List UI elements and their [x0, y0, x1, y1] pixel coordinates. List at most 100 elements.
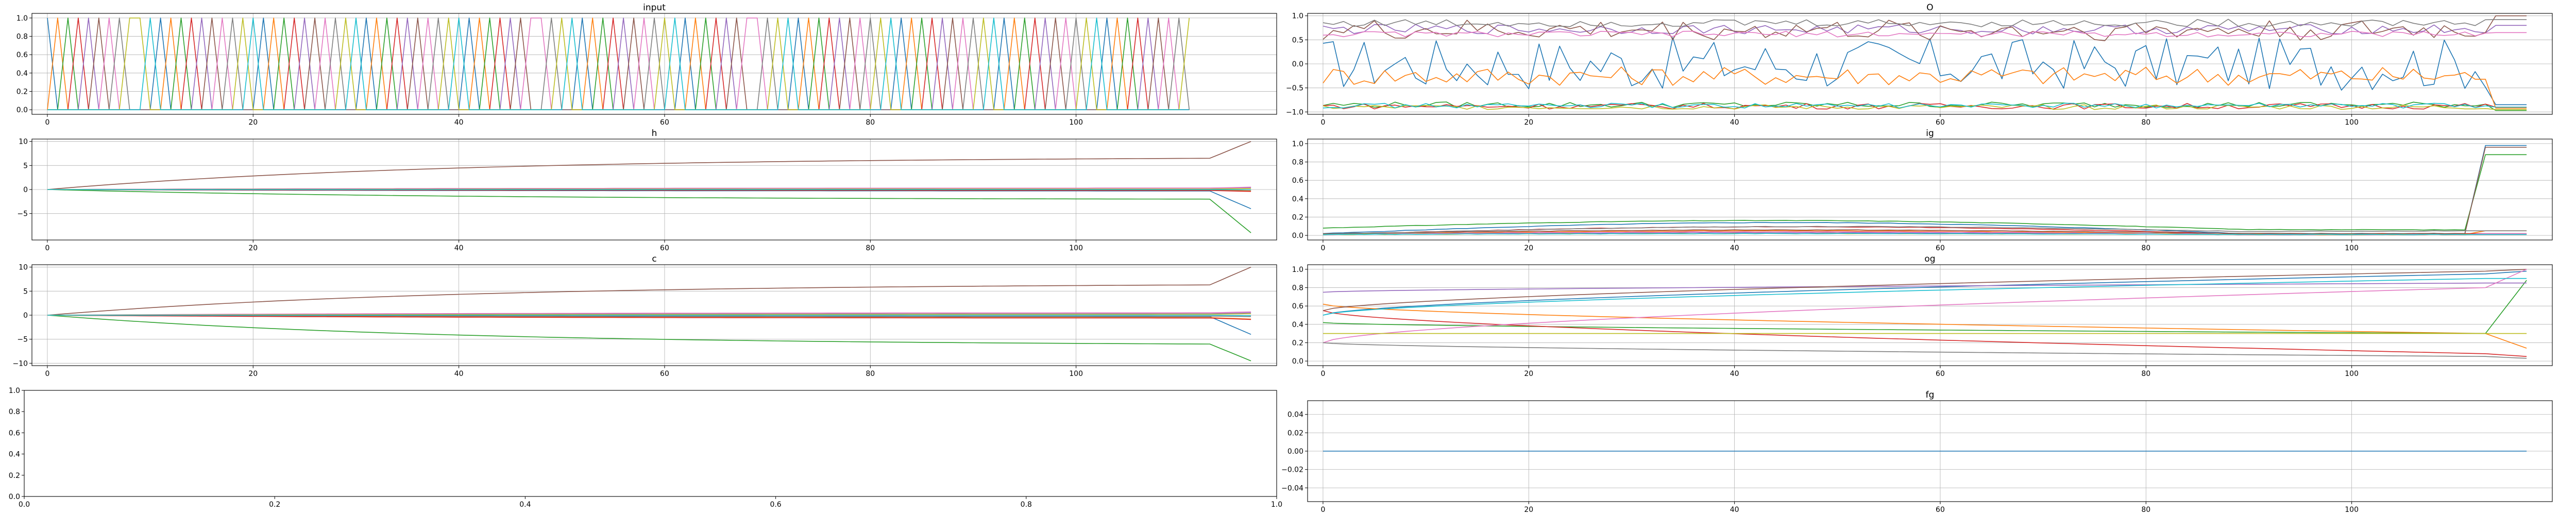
empty-axes-frame — [24, 390, 1277, 497]
h-series-6 — [47, 186, 1251, 190]
c-series-6 — [47, 311, 1251, 316]
fg-ytick-label-0: −0.04 — [1281, 484, 1303, 492]
h-series-2 — [47, 189, 1251, 233]
o-xtick-label-0: 0 — [1320, 118, 1325, 127]
empty-xtick-label-3: 0.6 — [770, 501, 781, 509]
ig-series-9 — [1323, 233, 2527, 235]
input-title: input — [643, 3, 666, 13]
chart-panel-o: 0 20 40 60 80 100 −1.0 −0.5 0.0 0.5 1.0 O — [1286, 3, 2553, 127]
o-ytick-label-1: −0.5 — [1286, 84, 1303, 93]
ig-xtick-label-1: 20 — [1524, 244, 1533, 252]
c-ytick-label-4: 10 — [19, 264, 28, 272]
og-series-7 — [1323, 342, 2527, 359]
chart-panel-h: 0 20 40 60 80 100 −5 0 5 10 h — [17, 128, 1277, 252]
h-xtick-label-0: 0 — [45, 244, 49, 252]
input-ytick-label-3: 0.6 — [16, 51, 28, 59]
o-xtick-label-4: 80 — [2141, 118, 2150, 127]
ig-ytick-label-1: 0.2 — [1292, 213, 1303, 221]
chart-panel-c: 0 20 40 60 80 100 −10 −5 0 5 10 c — [12, 254, 1277, 378]
empty-xtick-label-1: 0.2 — [269, 501, 280, 509]
fg-xtick-label-4: 80 — [2141, 506, 2150, 514]
chart-panel-og: 0 20 40 60 80 100 0.0 0.2 0.4 0.6 0.8 1.0 og — [1292, 254, 2553, 378]
og-ytick-label-1: 0.2 — [1292, 339, 1303, 347]
o-ytick-label-4: 1.0 — [1292, 12, 1303, 21]
input-xtick-label-0: 0 — [45, 118, 49, 127]
o-series-8 — [1323, 104, 2527, 110]
fg-ytick-label-4: 0.04 — [1287, 411, 1303, 419]
h-xtick-label-3: 60 — [660, 244, 669, 252]
input-ytick-label-0: 0.0 — [16, 106, 28, 114]
ig-xtick-label-4: 80 — [2141, 244, 2150, 252]
ig-ytick-label-4: 0.8 — [1292, 159, 1303, 167]
input-ytick-label-5: 1.0 — [16, 14, 28, 23]
h-ytick-label-0: −5 — [17, 210, 28, 218]
input-xtick-label-4: 80 — [866, 118, 875, 127]
og-series-5 — [1323, 269, 2527, 311]
og-xtick-label-0: 0 — [1320, 370, 1325, 378]
h-ytick-label-2: 5 — [23, 162, 28, 170]
ig-ytick-label-0: 0.0 — [1292, 232, 1303, 240]
input-ytick-label-1: 0.2 — [16, 88, 28, 96]
og-ytick-label-4: 0.8 — [1292, 284, 1303, 293]
ig-ytick-label-5: 1.0 — [1292, 140, 1303, 148]
o-series-5 — [1323, 15, 2527, 41]
og-ytick-label-5: 1.0 — [1292, 266, 1303, 274]
og-title: og — [1924, 254, 1935, 264]
c-ytick-label-2: 0 — [23, 312, 28, 320]
fg-xtick-label-2: 40 — [1730, 506, 1739, 514]
h-series-5 — [47, 141, 1251, 190]
empty-xtick-label-2: 0.4 — [519, 501, 531, 509]
o-title: O — [1926, 3, 1933, 13]
o-series-9 — [1323, 102, 2527, 109]
empty-xtick-label-5: 1.0 — [1271, 501, 1282, 509]
og-xtick-label-2: 40 — [1730, 370, 1739, 378]
ig-axes-frame — [1307, 139, 2553, 241]
o-xtick-label-2: 40 — [1730, 118, 1739, 127]
empty-xtick-label-4: 0.8 — [1021, 501, 1032, 509]
h-title: h — [652, 128, 657, 139]
ig-ytick-label-2: 0.4 — [1292, 195, 1303, 203]
o-xtick-label-3: 60 — [1936, 118, 1945, 127]
og-ytick-label-2: 0.4 — [1292, 321, 1303, 329]
fg-title: fg — [1926, 390, 1935, 400]
h-ytick-label-1: 0 — [23, 186, 28, 194]
og-axes-frame — [1307, 264, 2553, 366]
c-series-3 — [47, 315, 1251, 320]
h-ytick-label-3: 10 — [19, 138, 28, 146]
empty-ytick-label-1: 0.2 — [9, 472, 20, 480]
og-series-9 — [1323, 278, 2527, 316]
input-ytick-label-4: 0.8 — [16, 33, 28, 41]
c-xtick-label-0: 0 — [45, 370, 49, 378]
ig-series-0 — [1323, 145, 2527, 234]
c-ytick-label-3: 5 — [23, 287, 28, 296]
c-xtick-label-2: 40 — [454, 370, 464, 378]
chart-panel-empty: 0.0 0.2 0.4 0.6 0.8 1.0 0.0 0.2 0.4 0.6 0.8 1.0 — [9, 387, 1282, 509]
h-xtick-label-5: 100 — [1069, 244, 1083, 252]
h-xtick-label-2: 40 — [454, 244, 464, 252]
o-ytick-label-2: 0.0 — [1292, 60, 1303, 68]
c-title: c — [652, 254, 656, 264]
o-ytick-label-0: −1.0 — [1286, 108, 1303, 116]
input-series-9 — [47, 18, 1190, 110]
og-series-6 — [1323, 269, 2527, 344]
empty-ytick-label-5: 1.0 — [9, 387, 20, 395]
c-series-9 — [47, 315, 1251, 316]
fg-xtick-label-5: 100 — [2345, 506, 2359, 514]
ig-xtick-label-0: 0 — [1320, 244, 1325, 252]
chart-panel-ig: 0 20 40 60 80 100 0.0 0.2 0.4 0.6 0.8 1.0 ig — [1292, 128, 2553, 252]
chart-panel-fg: 0 20 40 60 80 100 −0.04 −0.02 0.00 0.02 0.04 fg — [1281, 390, 2553, 514]
c-ytick-label-0: −10 — [12, 359, 28, 368]
o-xtick-label-5: 100 — [2345, 118, 2359, 127]
fg-ytick-label-1: −0.02 — [1281, 466, 1303, 474]
og-series-1 — [1323, 303, 2527, 349]
og-xtick-label-1: 20 — [1524, 370, 1533, 378]
input-axes-frame — [31, 13, 1277, 115]
og-series-3 — [1323, 310, 2527, 357]
o-ytick-label-3: 0.5 — [1292, 36, 1303, 44]
ig-title: ig — [1926, 128, 1934, 139]
og-series-4 — [1323, 282, 2527, 293]
empty-ytick-label-4: 0.8 — [9, 408, 20, 416]
og-xtick-label-4: 80 — [2141, 370, 2150, 378]
c-xtick-label-5: 100 — [1069, 370, 1083, 378]
c-xtick-label-1: 20 — [248, 370, 258, 378]
